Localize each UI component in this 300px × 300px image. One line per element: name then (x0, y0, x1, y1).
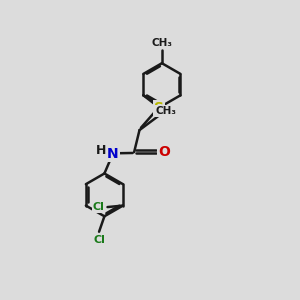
Text: Cl: Cl (93, 235, 105, 245)
Text: O: O (158, 145, 170, 159)
Text: CH₃: CH₃ (156, 106, 177, 116)
Text: H: H (96, 144, 106, 157)
Text: N: N (107, 147, 118, 161)
Text: Cl: Cl (93, 202, 104, 212)
Text: S: S (154, 101, 164, 115)
Text: CH₃: CH₃ (152, 38, 172, 48)
